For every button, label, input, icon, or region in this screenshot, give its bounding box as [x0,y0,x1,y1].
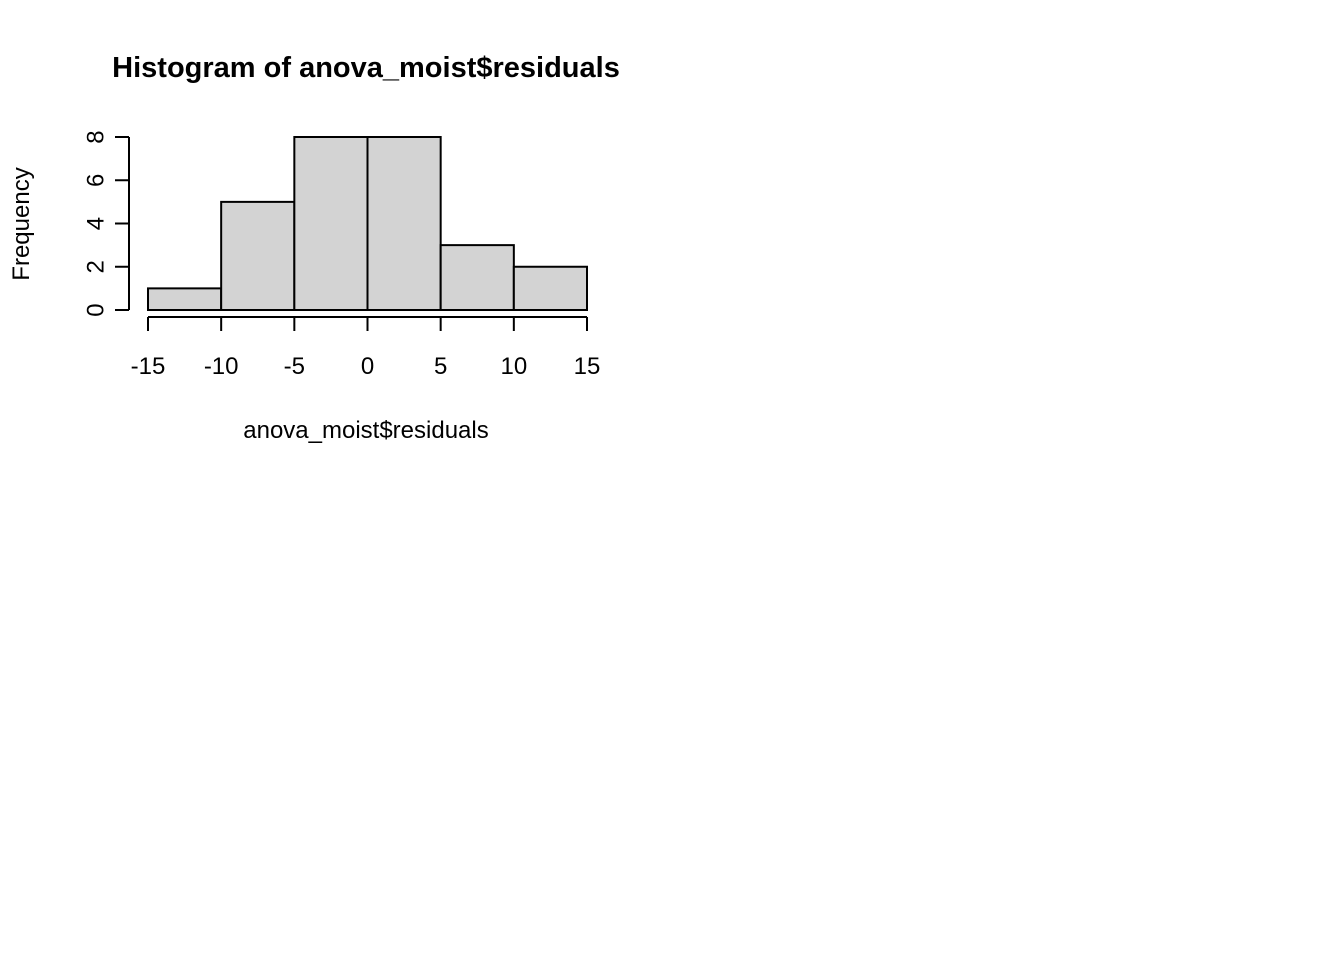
y-tick-label: 6 [83,174,110,187]
x-tick-label: 5 [434,353,447,380]
histogram-bar [293,136,369,311]
y-axis: 0 2 4 6 8 [83,130,130,317]
histogram-bar [220,200,296,311]
x-tick-label: -15 [131,353,166,380]
y-tick-label: 2 [83,260,110,273]
x-tick-label: 15 [574,353,601,380]
y-tick-label: 0 [83,303,110,316]
x-axis-label: anova_moist$residuals [243,417,488,444]
x-axis: -15 -10 -5 0 5 10 15 [131,316,601,380]
y-tick-label: 8 [83,130,110,143]
histogram-bar [512,265,588,311]
histogram-bars [147,136,588,311]
x-tick-label: 0 [361,353,374,380]
x-tick-label: -10 [204,353,239,380]
y-axis-label: Frequency [8,167,35,280]
histogram-bar [147,287,223,311]
histogram-bar [439,244,515,311]
x-tick-label: 10 [500,353,527,380]
chart-title: Histogram of anova_moist$residuals [112,52,620,84]
x-tick-label: -5 [284,353,305,380]
histogram-bar [366,136,442,311]
y-tick-label: 4 [83,217,110,230]
